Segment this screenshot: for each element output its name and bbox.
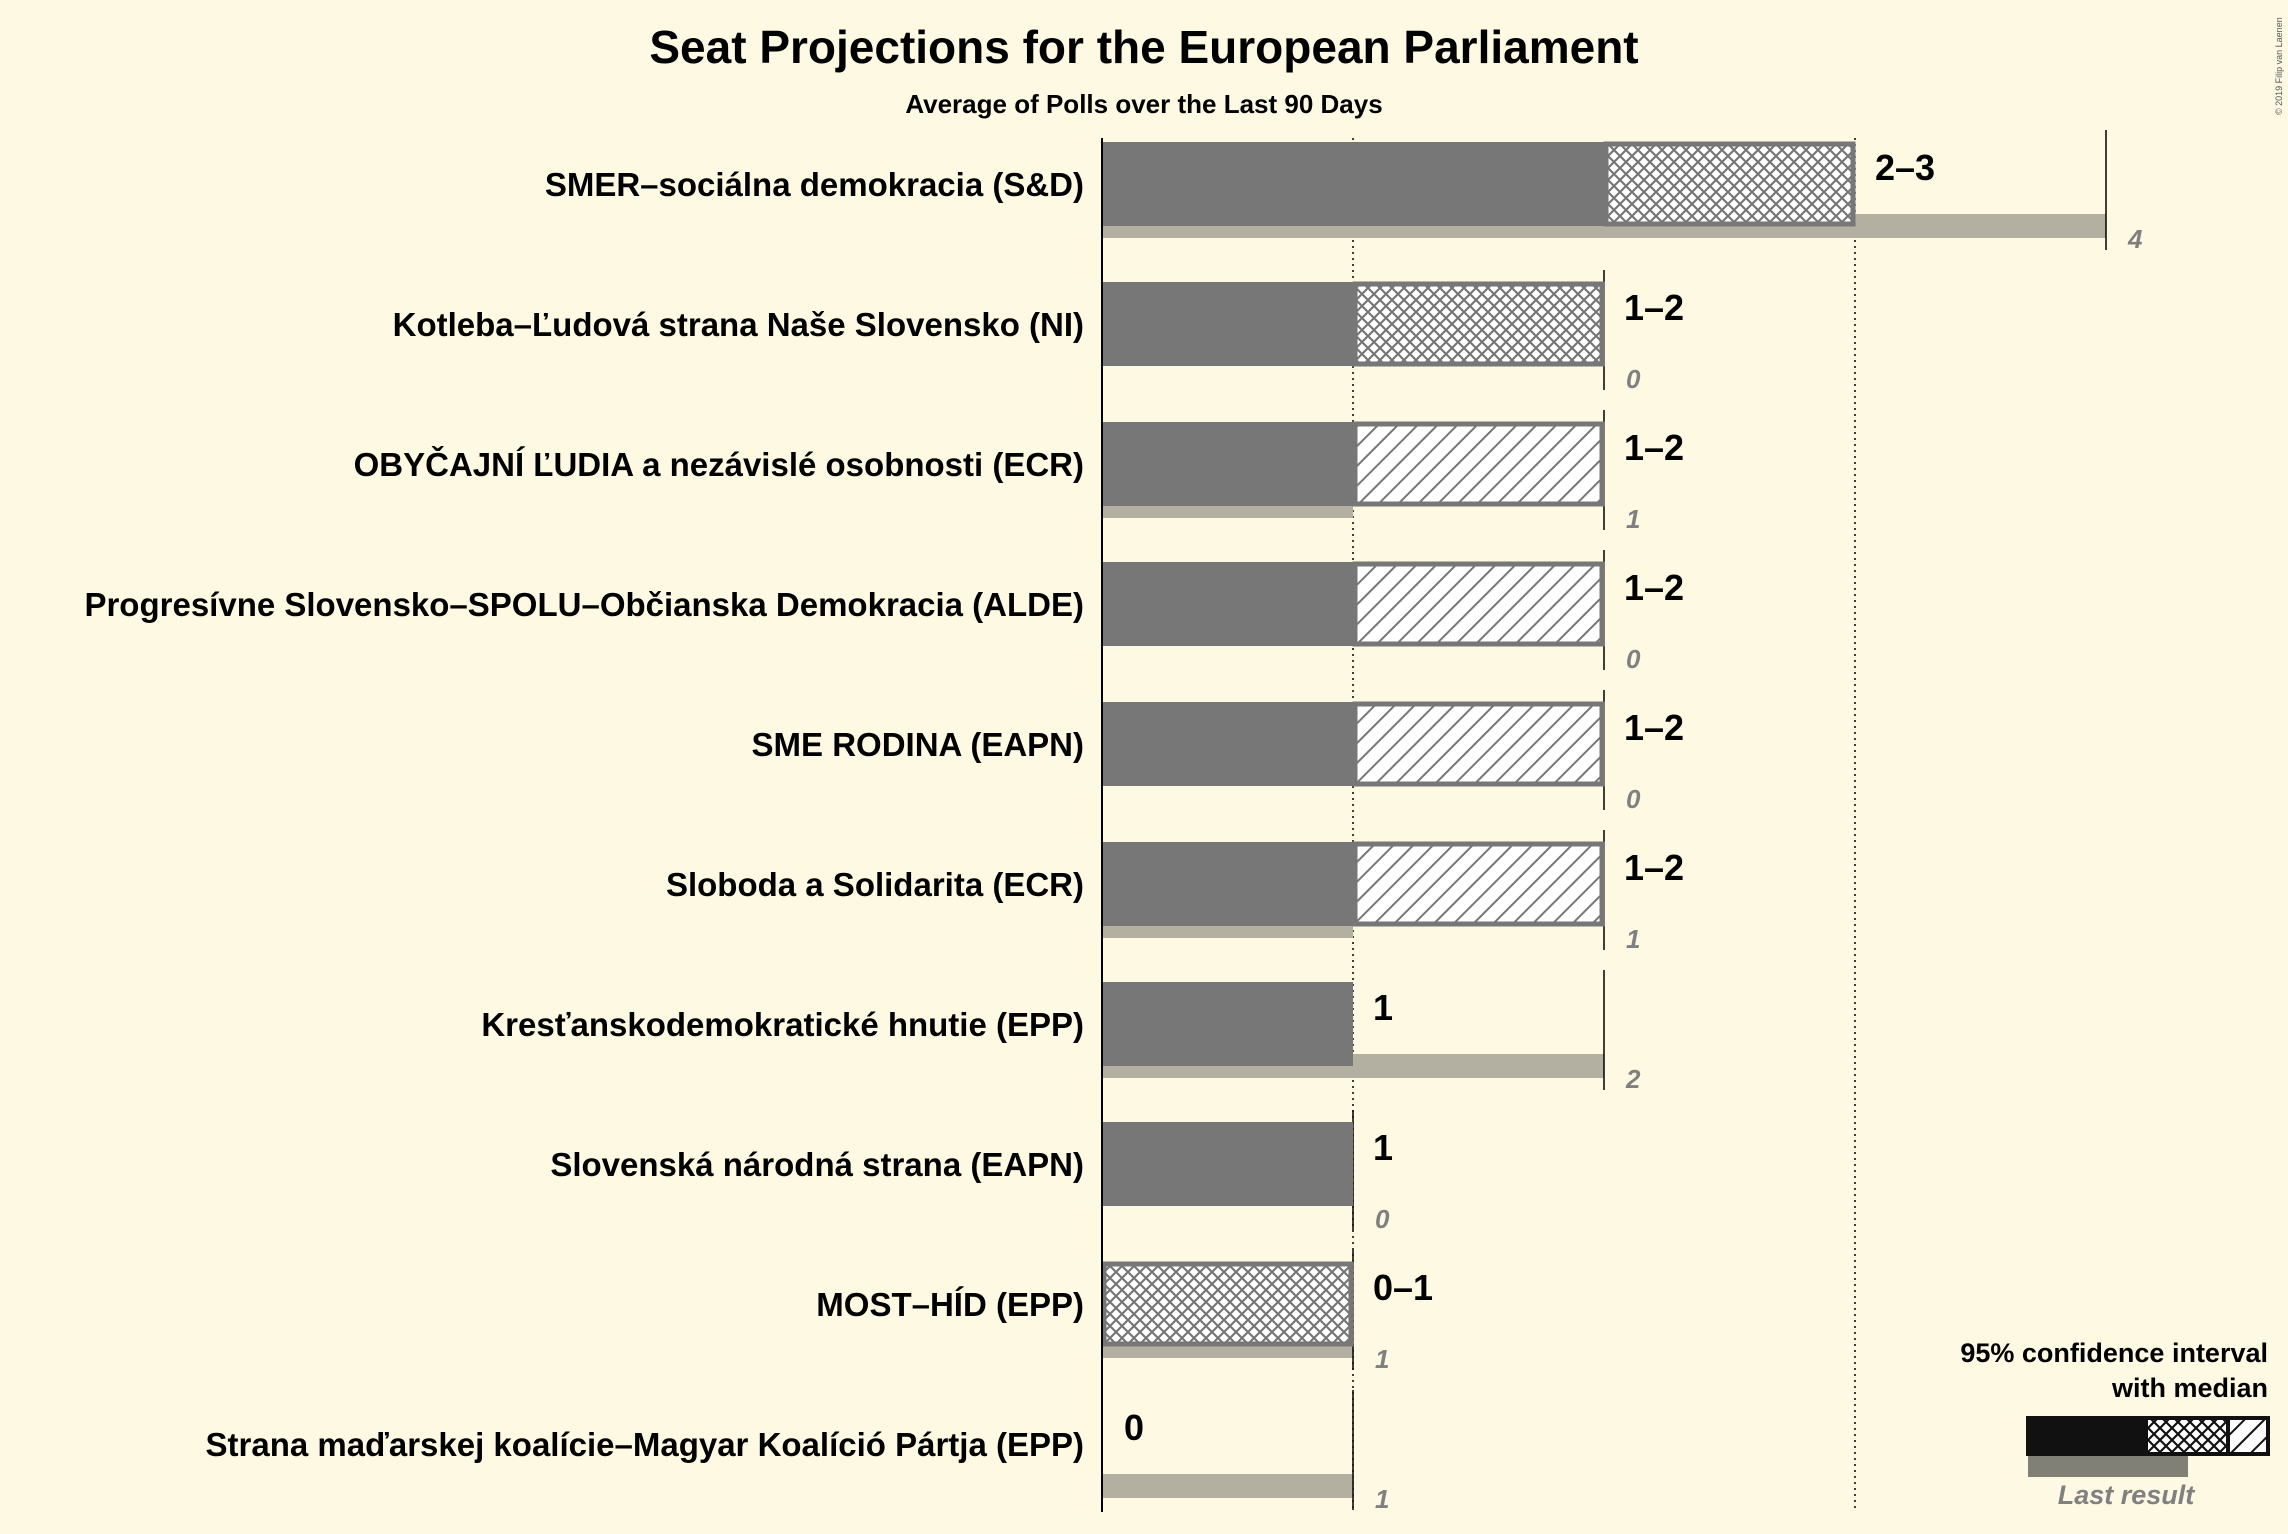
last-result-label: 0 bbox=[1626, 784, 1641, 814]
range-label: 0 bbox=[1124, 1407, 1144, 1448]
ci-cross-bar bbox=[1603, 141, 1856, 227]
last-result-label: 1 bbox=[1626, 924, 1640, 954]
last-result-label: 1 bbox=[1375, 1484, 1389, 1514]
legend-solid-bar bbox=[2026, 1416, 2146, 1456]
chart-subtitle: Average of Polls over the Last 90 Days bbox=[905, 89, 1382, 119]
last-result-label: 1 bbox=[1375, 1344, 1389, 1374]
legend-title-line1: 95% confidence interval bbox=[1960, 1338, 2268, 1368]
range-label: 1 bbox=[1373, 1127, 1393, 1168]
party-name: Progresívne Slovensko–SPOLU–Občianska De… bbox=[84, 586, 1084, 623]
party-name: Kresťanskodemokratické hnutie (EPP) bbox=[481, 1006, 1084, 1043]
range-label: 1–2 bbox=[1624, 847, 1684, 888]
legend-last-result-bar bbox=[2028, 1455, 2188, 1477]
gridlines bbox=[1352, 138, 1856, 1512]
party-bars bbox=[1101, 130, 2107, 1510]
legend: 95% confidence interval with median Last… bbox=[1960, 1338, 2270, 1510]
median-bar bbox=[1102, 142, 1604, 226]
range-label: 1–2 bbox=[1624, 567, 1684, 608]
range-label: 1–2 bbox=[1624, 287, 1684, 328]
median-bar bbox=[1102, 282, 1353, 366]
ci-hatch-bar bbox=[1352, 421, 1605, 507]
party-name: SMER–sociálna demokracia (S&D) bbox=[545, 166, 1084, 203]
ci-hatch-bar bbox=[1352, 561, 1605, 647]
last-result-label: 0 bbox=[1375, 1204, 1390, 1234]
party-labels: SMER–sociálna demokracia (S&D) 2–3 4 Kotleb… bbox=[84, 147, 2143, 1514]
party-name: SME RODINA (EAPN) bbox=[752, 726, 1084, 763]
party-name: Slovenská národná strana (EAPN) bbox=[550, 1146, 1084, 1183]
last-result-label: 4 bbox=[2127, 224, 2143, 254]
ci-cross-bar bbox=[1352, 281, 1605, 367]
legend-last-result-label: Last result bbox=[2058, 1480, 2196, 1510]
chart-title: Seat Projections for the European Parlia… bbox=[649, 21, 1638, 73]
copyright-note: © 2019 Filip van Laenen bbox=[2274, 17, 2284, 115]
legend-cross-pattern bbox=[2144, 1416, 2230, 1456]
range-label: 1–2 bbox=[1624, 707, 1684, 748]
last-result-label: 1 bbox=[1626, 504, 1640, 534]
last-result-bar bbox=[1102, 1474, 1353, 1498]
last-result-label: 0 bbox=[1626, 364, 1641, 394]
median-bar bbox=[1102, 982, 1353, 1066]
range-label: 2–3 bbox=[1875, 147, 1935, 188]
party-name: Kotleba–Ľudová strana Naše Slovensko (NI… bbox=[393, 306, 1084, 343]
party-name: Sloboda a Solidarita (ECR) bbox=[666, 866, 1084, 903]
range-label: 1–2 bbox=[1624, 427, 1684, 468]
party-name: MOST–HÍD (EPP) bbox=[816, 1286, 1084, 1323]
legend-hatch-pattern bbox=[2226, 1416, 2270, 1456]
ci-hatch-bar bbox=[1352, 701, 1605, 787]
party-name: Strana maďarskej koalície–Magyar Koalíci… bbox=[206, 1426, 1084, 1463]
range-label: 0–1 bbox=[1373, 1267, 1433, 1308]
party-name: OBYČAJNÍ ĽUDIA a nezávislé osobnosti (EC… bbox=[354, 445, 1084, 483]
range-label: 1 bbox=[1373, 987, 1393, 1028]
legend-title-line2: with median bbox=[2111, 1373, 2268, 1403]
ci-hatch-bar bbox=[1352, 841, 1605, 927]
ci-cross-bar bbox=[1101, 1261, 1354, 1347]
last-result-label: 0 bbox=[1626, 644, 1641, 674]
last-result-label: 2 bbox=[1625, 1064, 1641, 1094]
median-bar bbox=[1102, 1122, 1353, 1206]
